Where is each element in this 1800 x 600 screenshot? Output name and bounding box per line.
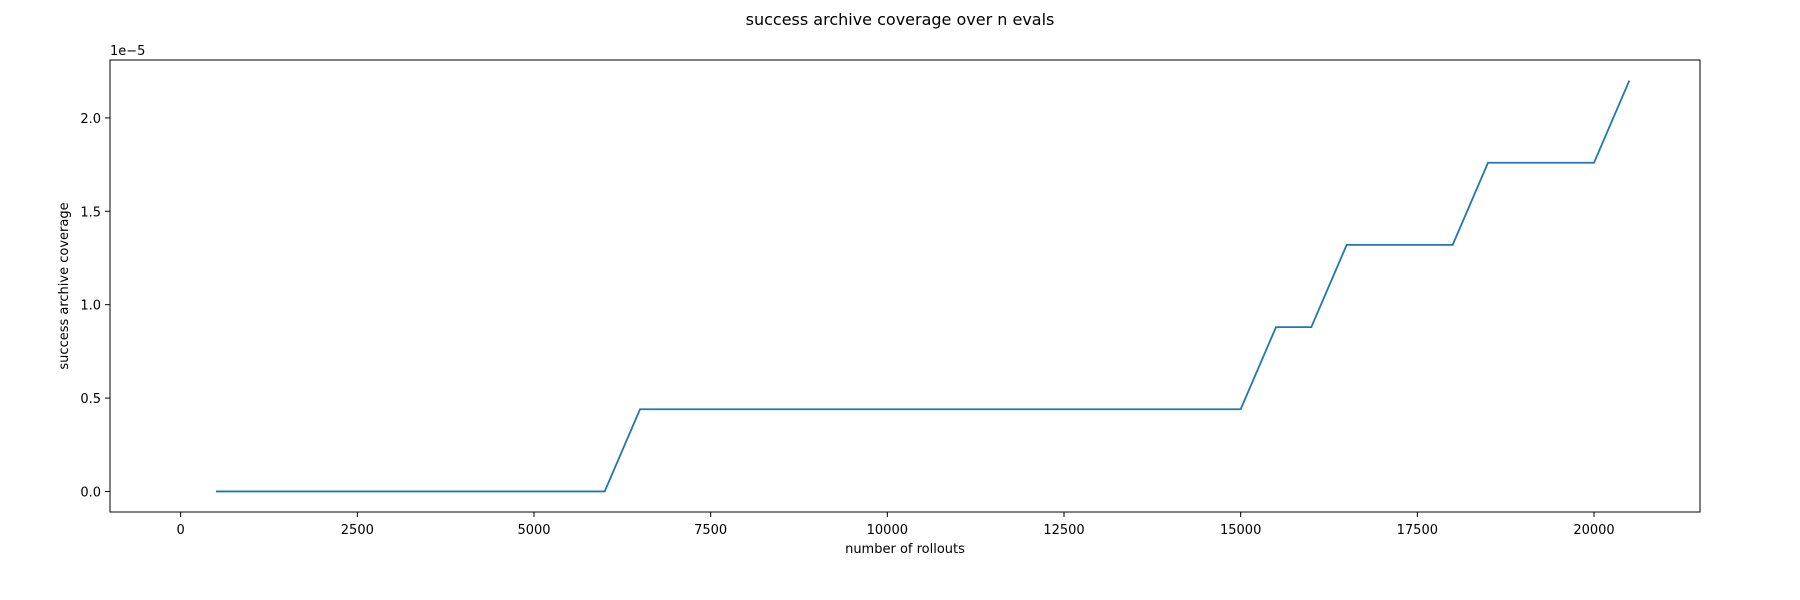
x-axis: 0 2500 5000 7500 10000 12500 15000 17500 20000 xyxy=(177,512,1615,538)
y-tick-label: 2.0 xyxy=(80,112,101,127)
series-line-0 xyxy=(216,80,1631,493)
x-tick-label: 0 xyxy=(177,523,185,538)
x-tick-label: 17500 xyxy=(1397,523,1438,538)
y-axis: 0.0 0.5 1.0 1.5 2.0 xyxy=(80,112,110,500)
plot-area xyxy=(216,80,1631,493)
y-tick-label: 0.0 xyxy=(80,485,101,500)
plot-frame xyxy=(109,59,1701,513)
y-tick-label: 0.5 xyxy=(80,392,101,407)
chart-title: success archive coverage over n evals xyxy=(746,10,1055,29)
x-tick-label: 20000 xyxy=(1573,523,1614,538)
y-tick-label: 1.5 xyxy=(80,205,101,220)
x-tick-label: 7500 xyxy=(694,523,727,538)
y-offset-text: 1e−5 xyxy=(110,44,145,59)
y-axis-label: success archive coverage xyxy=(57,202,72,369)
x-axis-label: number of rollouts xyxy=(845,542,965,557)
x-tick-label: 2500 xyxy=(341,523,374,538)
y-tick-label: 1.0 xyxy=(80,299,101,314)
x-tick-label: 5000 xyxy=(517,523,550,538)
x-tick-label: 12500 xyxy=(1043,523,1084,538)
x-tick-label: 15000 xyxy=(1220,523,1261,538)
x-tick-label: 10000 xyxy=(867,523,908,538)
